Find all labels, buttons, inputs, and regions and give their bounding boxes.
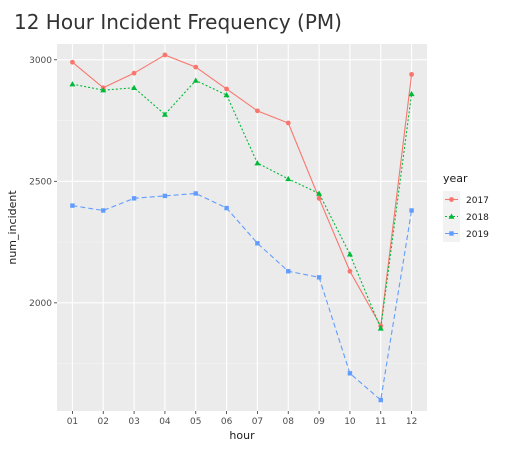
data-point [224,205,229,211]
data-point [131,70,137,76]
data-point [285,175,292,182]
data-point [285,120,291,126]
y-tick-label: 2500 [29,177,52,187]
data-point [100,87,107,93]
data-point [162,52,168,58]
plot-panel [57,44,427,411]
x-tick-label: 11 [375,417,386,427]
series-2018 [69,77,415,331]
legend-label: 2017 [466,196,489,206]
legend-item-2017: 2017 [443,191,489,208]
data-point [192,77,199,83]
legend-item-2019: 2019 [443,225,489,242]
data-point [193,64,199,70]
grid-minor [57,120,427,364]
data-point [223,92,230,98]
x-tick-label: 07 [252,417,263,427]
data-point [448,213,455,219]
data-point [316,190,323,196]
data-point [161,111,168,117]
x-tick-label: 10 [344,417,356,427]
series-layer [69,52,415,403]
series-line [72,192,413,402]
data-point [347,371,353,376]
grid-major [57,44,427,411]
data-point [347,268,353,274]
y-tick-label: 2000 [29,299,52,309]
data-point [69,81,76,87]
x-tick-label: 01 [67,417,78,427]
data-point [162,193,168,199]
y-axis-title: num_incident [6,190,19,265]
data-point [193,191,198,196]
data-point [286,269,291,274]
series-line [72,79,413,331]
data-point [224,86,229,92]
data-point [254,160,261,166]
data-point [131,196,137,201]
data-point [409,71,414,77]
legend-title: year [443,172,468,185]
x-tick-label: 04 [159,417,171,427]
legend: year 2017 2018 2019 [443,172,489,242]
data-point [449,231,454,236]
data-point [377,325,384,331]
x-tick-label: 06 [221,417,233,427]
series-line [72,54,413,328]
series-2019 [70,191,414,403]
data-point [70,59,75,65]
data-point [409,208,414,213]
data-point [408,90,415,97]
data-point [255,241,260,246]
data-point [449,197,454,202]
x-tick-label: 12 [406,417,417,427]
data-point [316,275,322,280]
chart-title: 12 Hour Incident Frequency (PM) [14,10,342,34]
data-point [346,251,353,257]
legend-item-2018: 2018 [443,208,489,225]
legend-label: 2019 [466,230,489,240]
x-tick-label: 02 [98,417,109,427]
data-point [70,203,75,208]
data-point [131,84,138,90]
x-tick-label: 08 [283,417,295,427]
x-tick-label: 09 [313,417,325,427]
y-tick-label: 3000 [29,56,52,66]
data-point [316,195,322,201]
data-point [255,108,260,114]
x-axis-title: hour [229,429,255,442]
data-point [101,208,106,213]
axis-ticks: 2000 2500 3000 01 02 03 04 05 06 07 08 09 10 11 12 [29,56,417,427]
legend-label: 2018 [466,213,489,223]
x-tick-label: 05 [190,417,201,427]
data-point [378,397,383,403]
x-tick-label: 03 [128,417,139,427]
